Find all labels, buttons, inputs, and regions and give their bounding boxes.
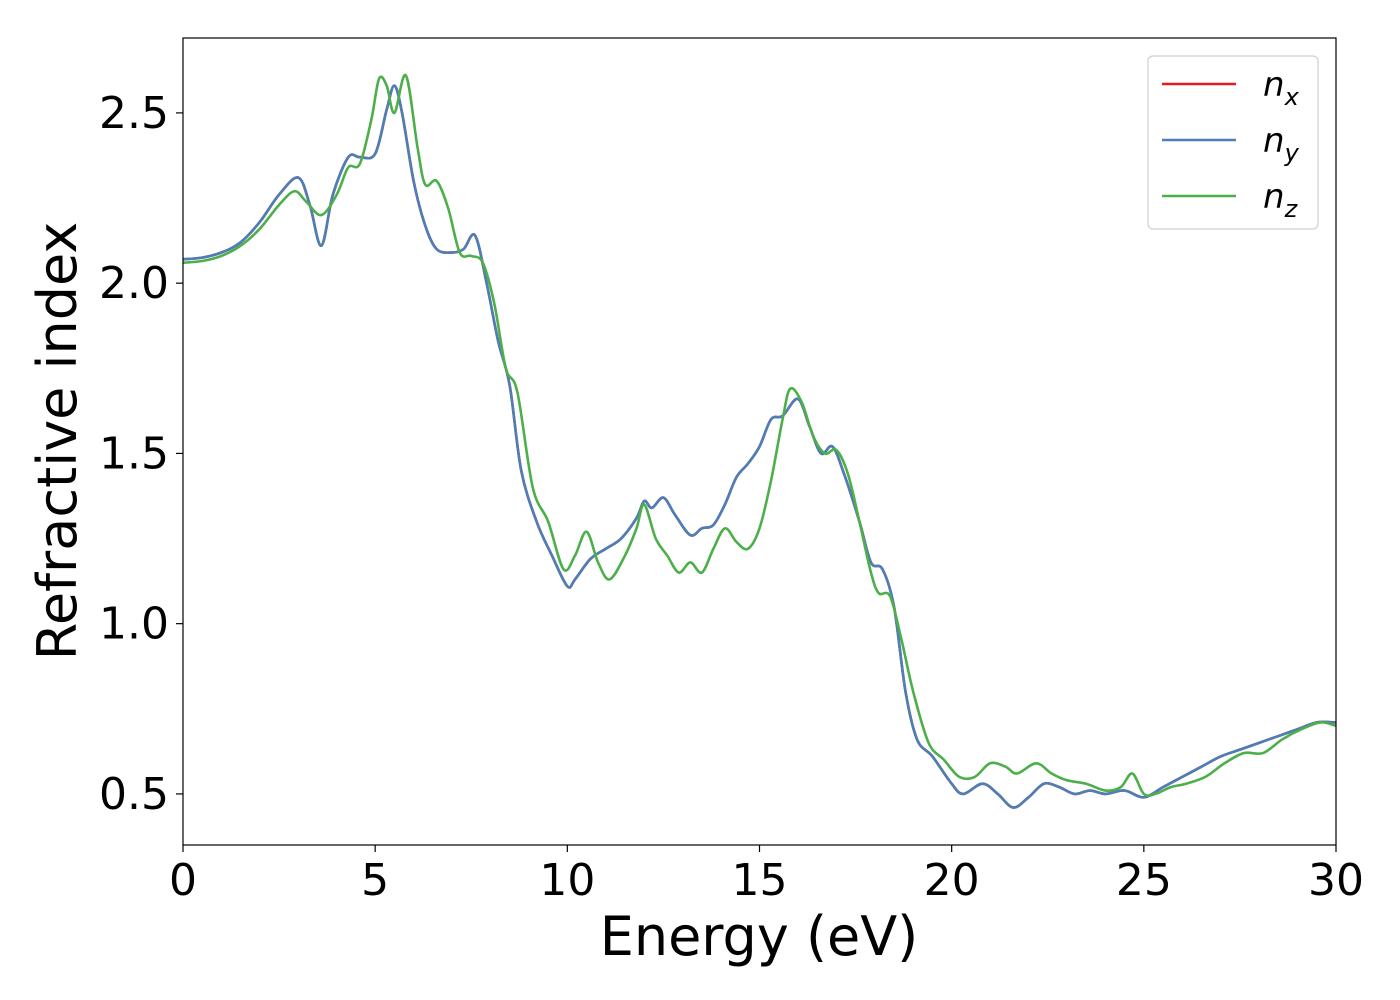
- x-axis-label: Energy (eV): [600, 905, 919, 968]
- x-tick-label: 20: [924, 855, 980, 906]
- y-tick-label: 2.5: [99, 88, 169, 139]
- legend-label-n-x: nx: [1263, 65, 1300, 111]
- x-tick-label: 0: [169, 855, 197, 906]
- legend-box: [1147, 55, 1319, 230]
- x-tick-label: 10: [539, 855, 595, 906]
- x-axis-ticks: 0 5 10 15 20 25 30: [169, 845, 1364, 906]
- y-tick-label: 0.5: [99, 769, 169, 820]
- y-tick-label: 1.5: [99, 428, 169, 479]
- series-lines: [183, 74, 1336, 809]
- y-tick-label: 1.0: [99, 599, 169, 650]
- series-line-n-y: [183, 84, 1336, 809]
- x-tick-label: 5: [361, 855, 389, 906]
- y-axis-ticks: 0.5 1.0 1.5 2.0 2.5: [99, 88, 183, 820]
- y-axis-label: Refractive index: [26, 222, 89, 661]
- x-tick-label: 15: [732, 855, 788, 906]
- series-line-n-z: [183, 74, 1336, 798]
- x-tick-label: 25: [1116, 855, 1172, 906]
- legend-label-n-y: ny: [1263, 121, 1300, 167]
- x-tick-label: 30: [1308, 855, 1364, 906]
- y-tick-label: 2.0: [99, 258, 169, 309]
